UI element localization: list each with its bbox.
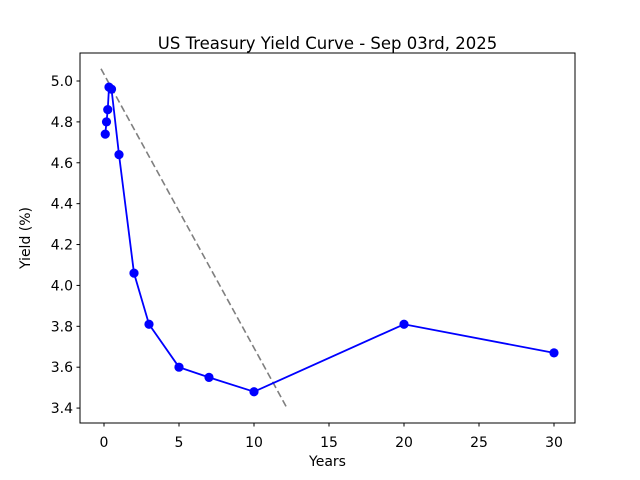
y-tick-label: 4.6 [51,156,73,172]
yield-curve-marker [106,84,117,94]
yield-curve-marker [174,362,184,372]
x-tick-label: 10 [245,435,263,451]
x-axis-label: Years [308,454,346,470]
yield-curve-marker [103,105,113,115]
y-tick-label: 4.4 [51,197,73,213]
y-tick-label: 4.0 [51,278,73,294]
x-tick-label: 25 [470,435,488,451]
plot-area: 0 5 10 15 20 25 30 3.4 3.6 3.8 4.0 4.2 4.4 4.6 4.8 5.0 [51,52,576,451]
y-tick-label: 3.4 [51,401,73,417]
chart-title: US Treasury Yield Curve - Sep 03rd, 2025 [158,34,497,53]
yield-curve-marker [101,117,112,127]
yield-curve-marker [144,319,154,329]
yield-curve-marker [399,319,409,329]
axes-frame [79,52,576,424]
trend-dashed-line [100,68,288,409]
y-tick-label: 3.6 [51,360,73,376]
x-tick-label: 30 [545,435,563,451]
yield-curve-marker [249,387,259,397]
y-tick-label: 3.8 [51,319,73,335]
yield-curve-marker [100,129,110,139]
yield-curve-marker [114,150,124,160]
x-tick-label: 0 [100,435,109,451]
yield-curve-marker [204,372,214,383]
x-tick-label: 20 [395,435,413,451]
y-tick-label: 4.8 [51,115,73,131]
yield-curve-marker [549,348,559,358]
yield-curve-marker [129,268,139,278]
y-axis-label: Yield (%) [18,207,34,270]
x-tick-label: 15 [320,435,338,451]
y-tick-label: 4.2 [51,238,73,254]
y-tick-label: 5.0 [51,74,73,90]
x-tick-label: 5 [175,435,184,451]
yield-curve-line [104,85,555,393]
